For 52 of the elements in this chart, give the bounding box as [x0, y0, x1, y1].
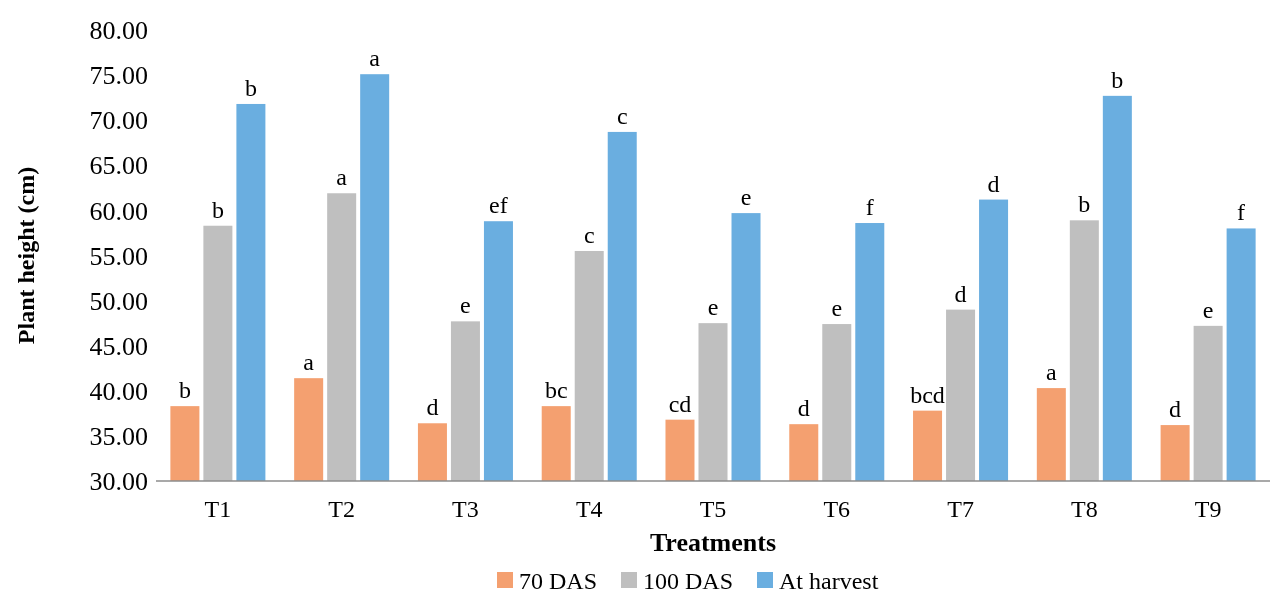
y-tick-label: 45.00 — [89, 331, 148, 361]
legend-label: 100 DAS — [643, 568, 734, 593]
data-label: e — [1202, 296, 1214, 323]
data-label: d — [426, 394, 439, 421]
y-tick-label: 60.00 — [89, 196, 148, 226]
data-label: e — [707, 294, 719, 321]
y-tick-label: 70.00 — [89, 106, 148, 136]
data-label: b — [1078, 191, 1091, 218]
x-tick-label: T2 — [328, 496, 355, 522]
x-tick-label: T4 — [575, 496, 603, 522]
data-label: cd — [668, 390, 692, 417]
x-tick-label: T7 — [947, 496, 974, 522]
data-label: e — [460, 292, 471, 319]
data-label: f — [865, 194, 874, 221]
data-label: e — [740, 184, 752, 211]
y-tick-label: 30.00 — [89, 467, 148, 497]
legend-label: At harvest — [779, 568, 879, 593]
data-label: f — [1237, 199, 1246, 226]
data-label: d — [1169, 396, 1182, 423]
x-tick-label: T6 — [823, 496, 851, 522]
data-label: b — [1111, 66, 1124, 93]
data-label: bc — [544, 377, 568, 404]
data-label: a — [369, 45, 381, 72]
y-tick-label: 35.00 — [89, 422, 148, 451]
data-label: b — [211, 196, 224, 223]
data-label: a — [303, 349, 315, 376]
y-axis-title: Plant height (cm) — [13, 166, 39, 345]
data-label: b — [178, 377, 191, 404]
data-label: c — [616, 102, 628, 129]
legend-label: 70 DAS — [519, 568, 598, 593]
y-tick-label: 80.00 — [89, 16, 148, 46]
data-label: a — [336, 164, 348, 191]
data-label: d — [987, 170, 1000, 197]
data-label: d — [954, 280, 967, 307]
y-tick-label: 40.00 — [89, 376, 148, 406]
x-tick-label: T8 — [1071, 496, 1098, 522]
y-tick-label: 65.00 — [89, 151, 148, 181]
data-label: bcd — [910, 381, 945, 408]
x-axis-title: Treatments — [649, 528, 777, 557]
x-tick-label: T5 — [699, 496, 727, 522]
x-tick-label: T1 — [204, 496, 232, 522]
data-label: c — [583, 221, 595, 248]
x-tick-label: T3 — [452, 496, 479, 522]
y-tick-label: 75.00 — [89, 61, 148, 91]
y-tick-label: 55.00 — [89, 241, 148, 271]
x-tick-label: T9 — [1194, 496, 1222, 522]
data-label: d — [797, 395, 810, 422]
data-label: b — [244, 74, 257, 101]
data-label: e — [831, 295, 843, 322]
y-tick-label: 50.00 — [89, 286, 148, 316]
data-label: ef — [489, 192, 508, 219]
data-label: a — [1046, 359, 1057, 386]
